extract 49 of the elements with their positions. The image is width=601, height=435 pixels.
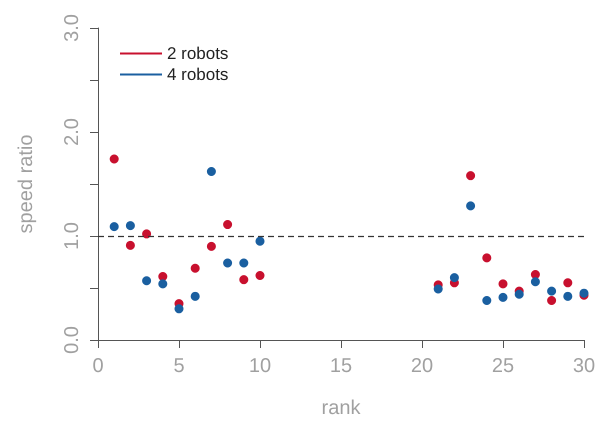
point <box>239 258 248 268</box>
point <box>530 270 540 279</box>
point <box>547 286 556 296</box>
y-tick-label: 3.0 <box>61 14 83 42</box>
x-tick-label: 5 <box>173 355 185 377</box>
point <box>126 240 135 250</box>
point <box>206 242 216 251</box>
point <box>110 154 119 164</box>
point <box>223 258 232 268</box>
point <box>434 284 443 294</box>
x-axis-title: rank <box>322 397 362 419</box>
point <box>142 229 152 238</box>
point <box>547 296 556 305</box>
point <box>126 221 135 230</box>
point <box>563 278 572 288</box>
point <box>256 236 264 246</box>
point <box>482 296 492 305</box>
y-axis-title: speed ratio <box>15 134 37 234</box>
y-tick-label: 1.0 <box>61 222 83 250</box>
point <box>466 171 476 180</box>
point <box>206 167 216 176</box>
x-tick-label: 20 <box>410 355 434 377</box>
point <box>563 292 572 301</box>
point <box>223 220 232 230</box>
y-tick-label: 2.0 <box>61 118 83 146</box>
point <box>190 292 200 301</box>
legend-label: 4 robots <box>167 65 228 84</box>
point <box>174 304 184 314</box>
x-tick-label: 15 <box>330 355 352 377</box>
point <box>158 279 168 288</box>
y-tick-label: 0.0 <box>61 326 83 354</box>
legend-label: 2 robots <box>167 44 228 63</box>
point <box>498 279 508 288</box>
x-tick-label: 25 <box>492 355 514 377</box>
x-tick-label: 10 <box>248 355 272 377</box>
point <box>110 222 119 232</box>
point <box>530 277 540 286</box>
point <box>450 273 459 282</box>
x-tick-label: 30 <box>572 355 596 377</box>
point <box>514 290 524 299</box>
point <box>190 264 200 273</box>
point <box>239 275 248 284</box>
point <box>142 276 152 286</box>
point <box>482 253 492 262</box>
x-tick-label: 0 <box>92 355 104 377</box>
point <box>466 201 476 210</box>
point <box>256 271 264 280</box>
point <box>498 292 508 302</box>
point <box>158 272 168 282</box>
